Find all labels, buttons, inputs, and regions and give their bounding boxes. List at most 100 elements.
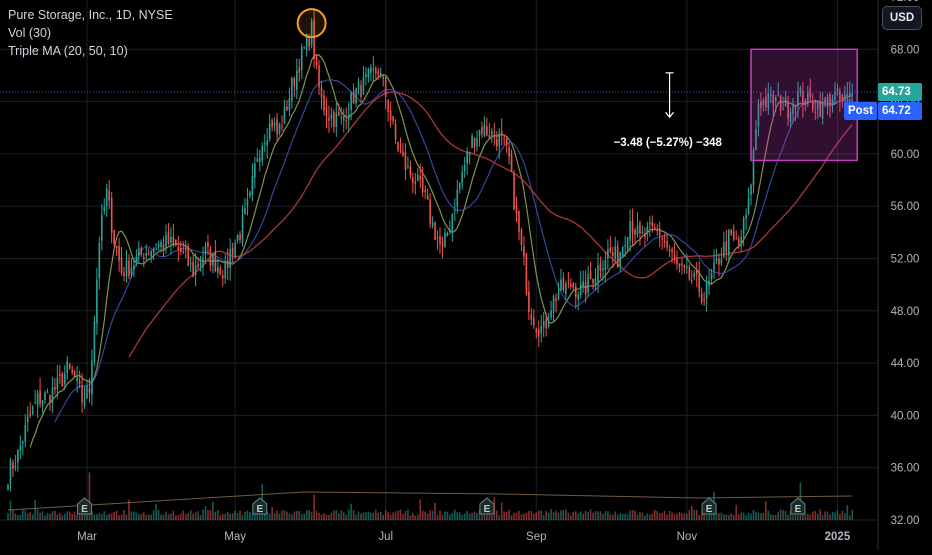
volume-bar <box>750 513 752 520</box>
candle-body <box>851 93 854 95</box>
triple-ma-indicator-label[interactable]: Triple MA (20, 50, 10) <box>8 44 128 58</box>
volume-bar <box>214 511 217 520</box>
candle-body <box>824 98 826 103</box>
volume-bar <box>234 510 236 520</box>
volume-bar <box>231 513 234 520</box>
candle-body <box>809 88 812 98</box>
candle-body <box>409 166 412 176</box>
volume-bar <box>688 510 691 520</box>
candle-body <box>792 103 794 115</box>
candle-body <box>108 190 111 201</box>
candle-body <box>700 293 703 303</box>
candle-body <box>799 88 802 92</box>
earnings-e-icon[interactable]: E <box>252 497 268 515</box>
volume-bar <box>49 513 51 520</box>
volume-bar <box>394 511 397 520</box>
volume-bar <box>456 512 459 520</box>
volume-bar <box>377 512 380 520</box>
measure-arrow-head <box>665 111 675 119</box>
volume-bar <box>130 511 133 520</box>
candle-body <box>446 232 449 237</box>
candle-body <box>377 71 380 75</box>
volume-bar <box>187 512 190 520</box>
candle-body <box>774 97 777 102</box>
candle-body <box>439 236 441 245</box>
candle-body <box>767 93 770 109</box>
volume-bar <box>513 513 515 520</box>
earnings-marker-shape <box>701 497 717 515</box>
earnings-e-icon[interactable]: E <box>701 497 717 515</box>
candle-body <box>305 33 308 50</box>
earnings-marker-label: E <box>795 504 802 515</box>
candle-body <box>46 391 49 393</box>
candle-body <box>300 47 303 71</box>
candle-body <box>449 229 451 233</box>
candle-body <box>518 211 520 233</box>
earnings-e-icon[interactable]: E <box>77 497 93 515</box>
earnings-e-icon[interactable]: E <box>790 497 806 515</box>
volume-bar <box>821 515 824 520</box>
candle-body <box>560 279 562 291</box>
volume-bar <box>441 514 444 520</box>
volume-bar <box>419 499 422 520</box>
candle-body <box>157 244 160 247</box>
candle-body <box>520 229 523 246</box>
candle-body <box>486 126 488 136</box>
volume-indicator-label[interactable]: Vol (30) <box>8 26 52 40</box>
volume-bar <box>463 513 466 520</box>
candle-body <box>384 77 387 98</box>
volume-bar <box>209 509 212 520</box>
volume-bar <box>249 511 251 520</box>
earnings-e-icon[interactable]: E <box>479 497 495 515</box>
volume-bar <box>555 510 557 520</box>
volume-bar <box>66 511 69 520</box>
volume-bar <box>449 514 451 520</box>
volume-bar <box>340 510 343 520</box>
candle-body <box>616 246 619 268</box>
candle-body <box>698 272 700 292</box>
candle-body <box>370 67 372 73</box>
volume-bar <box>730 513 733 520</box>
volume-bar <box>110 513 113 520</box>
candle-body <box>352 92 355 103</box>
candle-body <box>769 94 772 96</box>
volume-bar <box>471 512 473 520</box>
volume-bar <box>592 512 594 520</box>
candle-body <box>207 242 209 247</box>
volume-bar <box>668 510 671 520</box>
volume-bar <box>826 511 829 520</box>
volume-bar <box>444 511 446 520</box>
candle-body <box>7 484 9 490</box>
candle-body <box>246 199 249 206</box>
candle-body <box>510 153 513 171</box>
volume-bar <box>710 511 713 520</box>
volume-bar <box>436 515 439 520</box>
volume-bar <box>133 511 135 520</box>
volume-bar <box>19 515 22 520</box>
candle-body <box>19 445 22 451</box>
candle-body <box>463 165 466 172</box>
candle-body <box>661 238 663 240</box>
volume-bar <box>226 512 229 520</box>
volume-bar <box>651 513 654 520</box>
earnings-marker-shape <box>77 497 93 515</box>
volume-bar <box>46 513 49 520</box>
candle-body <box>604 260 607 271</box>
candle-body <box>379 72 382 76</box>
volume-bar <box>14 513 17 520</box>
candle-body <box>217 266 219 273</box>
volume-bar <box>693 509 696 520</box>
volume-bar <box>673 514 676 520</box>
currency-button[interactable]: USD <box>882 6 922 30</box>
volume-bar <box>589 509 592 520</box>
candle-body <box>160 241 162 248</box>
volume-bar <box>498 515 501 520</box>
volume-bar <box>658 513 661 520</box>
candle-body <box>88 388 91 393</box>
volume-bar <box>224 513 227 520</box>
candle-body <box>241 215 244 243</box>
candle-body <box>757 103 760 127</box>
volume-bar <box>466 511 468 520</box>
